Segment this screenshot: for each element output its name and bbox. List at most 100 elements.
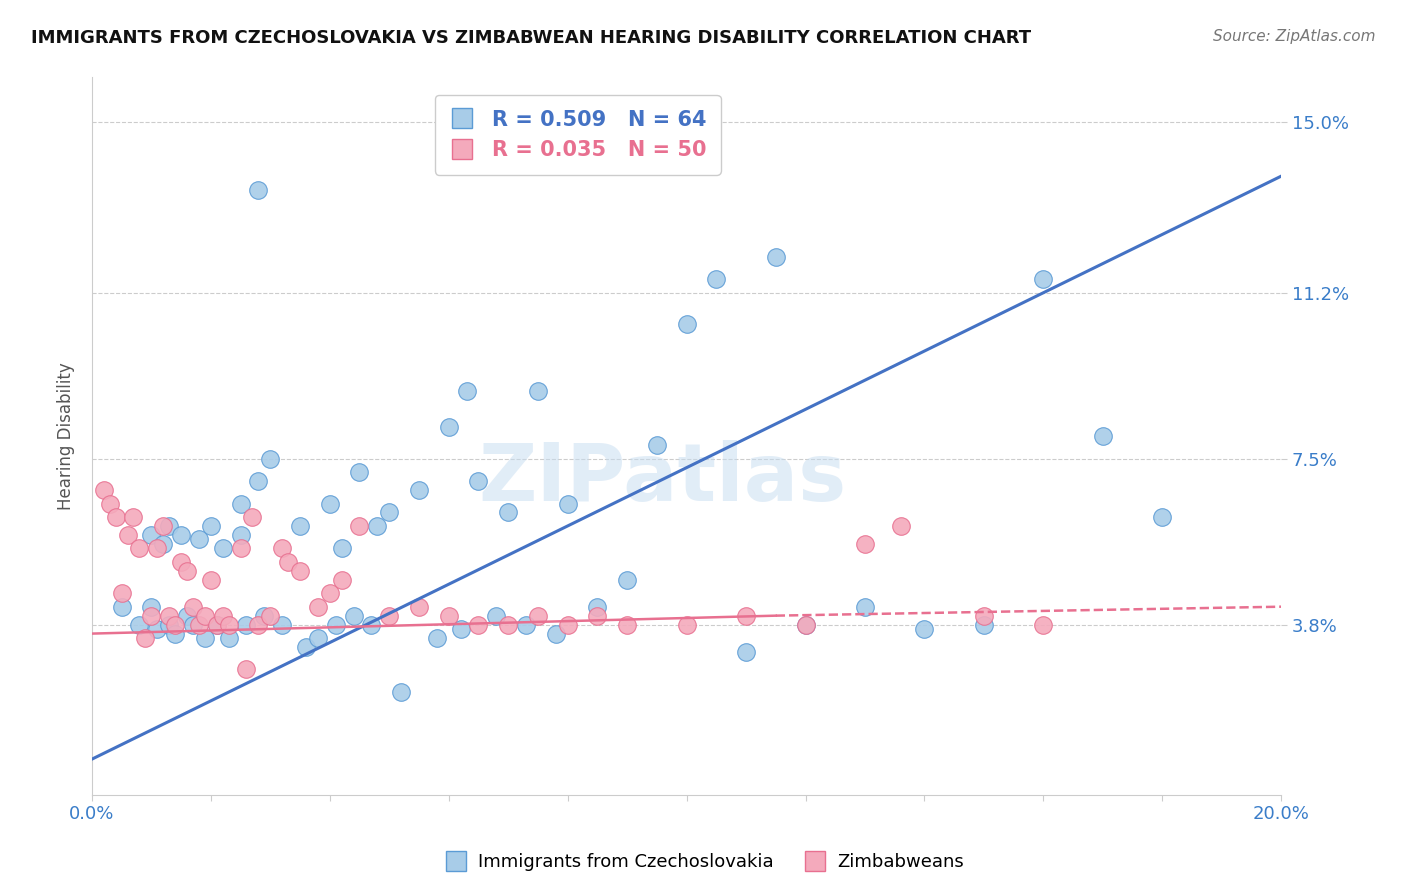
Point	[134, 631, 156, 645]
Point	[211, 608, 233, 623]
Point	[295, 640, 318, 654]
Point	[496, 506, 519, 520]
Text: IMMIGRANTS FROM CZECHOSLOVAKIA VS ZIMBABWEAN HEARING DISABILITY CORRELATION CHAR: IMMIGRANTS FROM CZECHOSLOVAKIA VS ZIMBAB…	[31, 29, 1031, 46]
Point	[247, 617, 270, 632]
Point	[342, 608, 364, 623]
Point	[218, 617, 240, 632]
Point	[349, 465, 371, 479]
Legend: R = 0.509   N = 64, R = 0.035   N = 50: R = 0.509 N = 64, R = 0.035 N = 50	[436, 95, 721, 175]
Point	[271, 617, 294, 632]
Point	[890, 519, 912, 533]
Point	[218, 631, 240, 645]
Point	[408, 599, 430, 614]
Point	[176, 564, 198, 578]
Point	[467, 617, 489, 632]
Point	[325, 617, 347, 632]
Point	[914, 622, 936, 636]
Point	[141, 608, 163, 623]
Point	[794, 617, 817, 632]
Point	[544, 626, 567, 640]
Point	[616, 617, 638, 632]
Point	[187, 533, 209, 547]
Point	[794, 617, 817, 632]
Point	[157, 519, 180, 533]
Point	[319, 496, 342, 510]
Point	[408, 483, 430, 497]
Point	[456, 384, 478, 399]
Point	[181, 599, 204, 614]
Point	[242, 510, 264, 524]
Point	[157, 617, 180, 632]
Point	[146, 541, 169, 556]
Point	[527, 608, 550, 623]
Point	[527, 384, 550, 399]
Point	[141, 528, 163, 542]
Point	[1032, 272, 1054, 286]
Point	[765, 250, 787, 264]
Point	[200, 573, 222, 587]
Point	[170, 528, 193, 542]
Point	[1091, 429, 1114, 443]
Point	[235, 617, 257, 632]
Point	[853, 537, 876, 551]
Text: Source: ZipAtlas.com: Source: ZipAtlas.com	[1212, 29, 1375, 44]
Point	[675, 317, 697, 331]
Point	[229, 541, 252, 556]
Point	[360, 617, 382, 632]
Point	[165, 626, 187, 640]
Point	[437, 608, 460, 623]
Point	[146, 622, 169, 636]
Point	[247, 183, 270, 197]
Point	[194, 631, 217, 645]
Point	[165, 617, 187, 632]
Point	[194, 608, 217, 623]
Point	[187, 617, 209, 632]
Point	[704, 272, 727, 286]
Point	[426, 631, 449, 645]
Point	[586, 599, 609, 614]
Point	[349, 519, 371, 533]
Point	[645, 438, 668, 452]
Point	[211, 541, 233, 556]
Point	[675, 617, 697, 632]
Point	[378, 506, 401, 520]
Point	[110, 599, 132, 614]
Point	[366, 519, 388, 533]
Point	[616, 573, 638, 587]
Point	[93, 483, 115, 497]
Point	[437, 420, 460, 434]
Point	[128, 541, 150, 556]
Point	[467, 474, 489, 488]
Point	[853, 599, 876, 614]
Point	[98, 496, 121, 510]
Point	[1152, 510, 1174, 524]
Point	[152, 537, 174, 551]
Point	[557, 496, 579, 510]
Text: ZIPatlas: ZIPatlas	[478, 441, 846, 518]
Point	[389, 685, 412, 699]
Point	[973, 617, 995, 632]
Point	[128, 617, 150, 632]
Point	[330, 573, 353, 587]
Point	[181, 617, 204, 632]
Point	[104, 510, 127, 524]
Point	[973, 608, 995, 623]
Point	[271, 541, 294, 556]
Point	[586, 608, 609, 623]
Y-axis label: Hearing Disability: Hearing Disability	[58, 362, 75, 510]
Point	[235, 663, 257, 677]
Point	[176, 608, 198, 623]
Point	[735, 608, 758, 623]
Point	[1032, 617, 1054, 632]
Point	[117, 528, 139, 542]
Point	[157, 608, 180, 623]
Point	[229, 528, 252, 542]
Point	[288, 564, 311, 578]
Point	[515, 617, 537, 632]
Point	[307, 599, 329, 614]
Point	[259, 608, 281, 623]
Point	[205, 617, 228, 632]
Point	[277, 555, 299, 569]
Point	[229, 496, 252, 510]
Point	[122, 510, 145, 524]
